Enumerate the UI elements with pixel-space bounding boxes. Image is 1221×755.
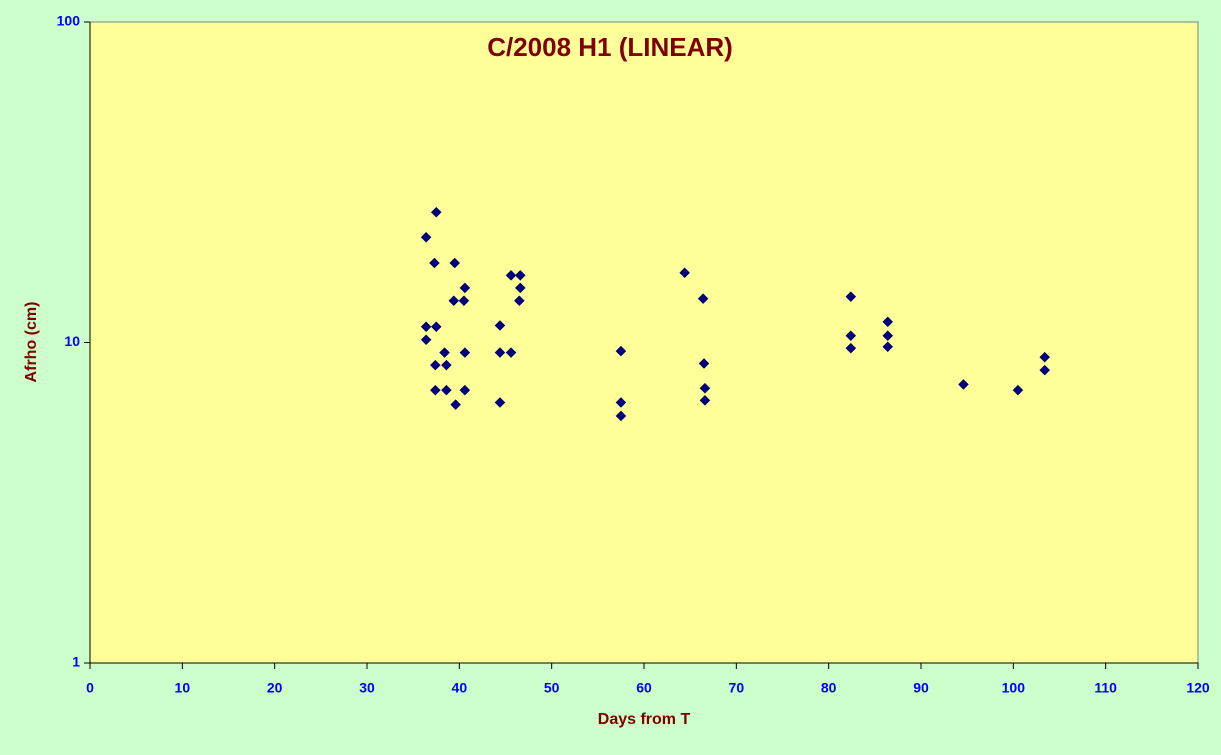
point (494, 320, 506, 331)
y-tick-label: 10 (64, 333, 80, 349)
point (505, 347, 517, 358)
point (1012, 384, 1024, 396)
point (459, 347, 471, 358)
point (699, 394, 711, 406)
point (459, 384, 471, 396)
point (448, 295, 460, 307)
point (697, 293, 709, 305)
point (679, 267, 690, 279)
point (429, 257, 440, 269)
point (458, 295, 470, 307)
x-tick-label: 110 (1094, 680, 1117, 696)
x-tick-label: 20 (267, 680, 283, 696)
point (514, 282, 526, 294)
point (441, 384, 452, 396)
point (1039, 351, 1051, 363)
x-tick-label: 90 (913, 680, 929, 696)
point (513, 295, 525, 307)
point (1039, 364, 1051, 376)
plot-area (89, 21, 1199, 664)
point (429, 359, 441, 371)
point (420, 231, 432, 243)
point (420, 334, 432, 346)
x-tick-label: 40 (452, 680, 468, 696)
point (430, 206, 442, 218)
point (514, 269, 526, 281)
point (845, 342, 857, 354)
y-axis-label: Afrho (cm) (23, 302, 40, 383)
point (615, 410, 627, 422)
point (845, 330, 857, 342)
chart-title: C/2008 H1 (LINEAR) (487, 32, 733, 62)
x-tick-label: 50 (544, 680, 560, 696)
point (459, 282, 471, 294)
x-tick-label: 10 (175, 680, 191, 696)
x-tick-label: 100 (1002, 680, 1026, 696)
point (882, 341, 894, 353)
point (615, 345, 627, 357)
x-tick-label: 70 (729, 680, 745, 696)
point (882, 330, 894, 342)
point (429, 384, 441, 396)
point (845, 291, 857, 303)
point (441, 359, 452, 371)
y-tick-label: 1 (72, 654, 80, 670)
point (505, 269, 517, 281)
point (449, 257, 461, 269)
y-tick-label: 100 (57, 13, 81, 29)
x-tick-label: 80 (821, 680, 837, 696)
point (882, 316, 894, 328)
x-tick-label: 0 (86, 680, 94, 696)
point (450, 399, 461, 410)
x-axis-label: Days from T (598, 711, 691, 728)
point (958, 379, 969, 390)
point (699, 382, 711, 394)
point (615, 397, 627, 408)
x-tick-label: 30 (359, 680, 375, 696)
x-tick-label: 120 (1186, 680, 1210, 696)
point (698, 358, 710, 369)
point (420, 321, 432, 333)
point (494, 397, 506, 408)
x-tick-label: 60 (636, 680, 652, 696)
point (439, 347, 450, 358)
point (494, 347, 506, 358)
point (430, 321, 442, 333)
